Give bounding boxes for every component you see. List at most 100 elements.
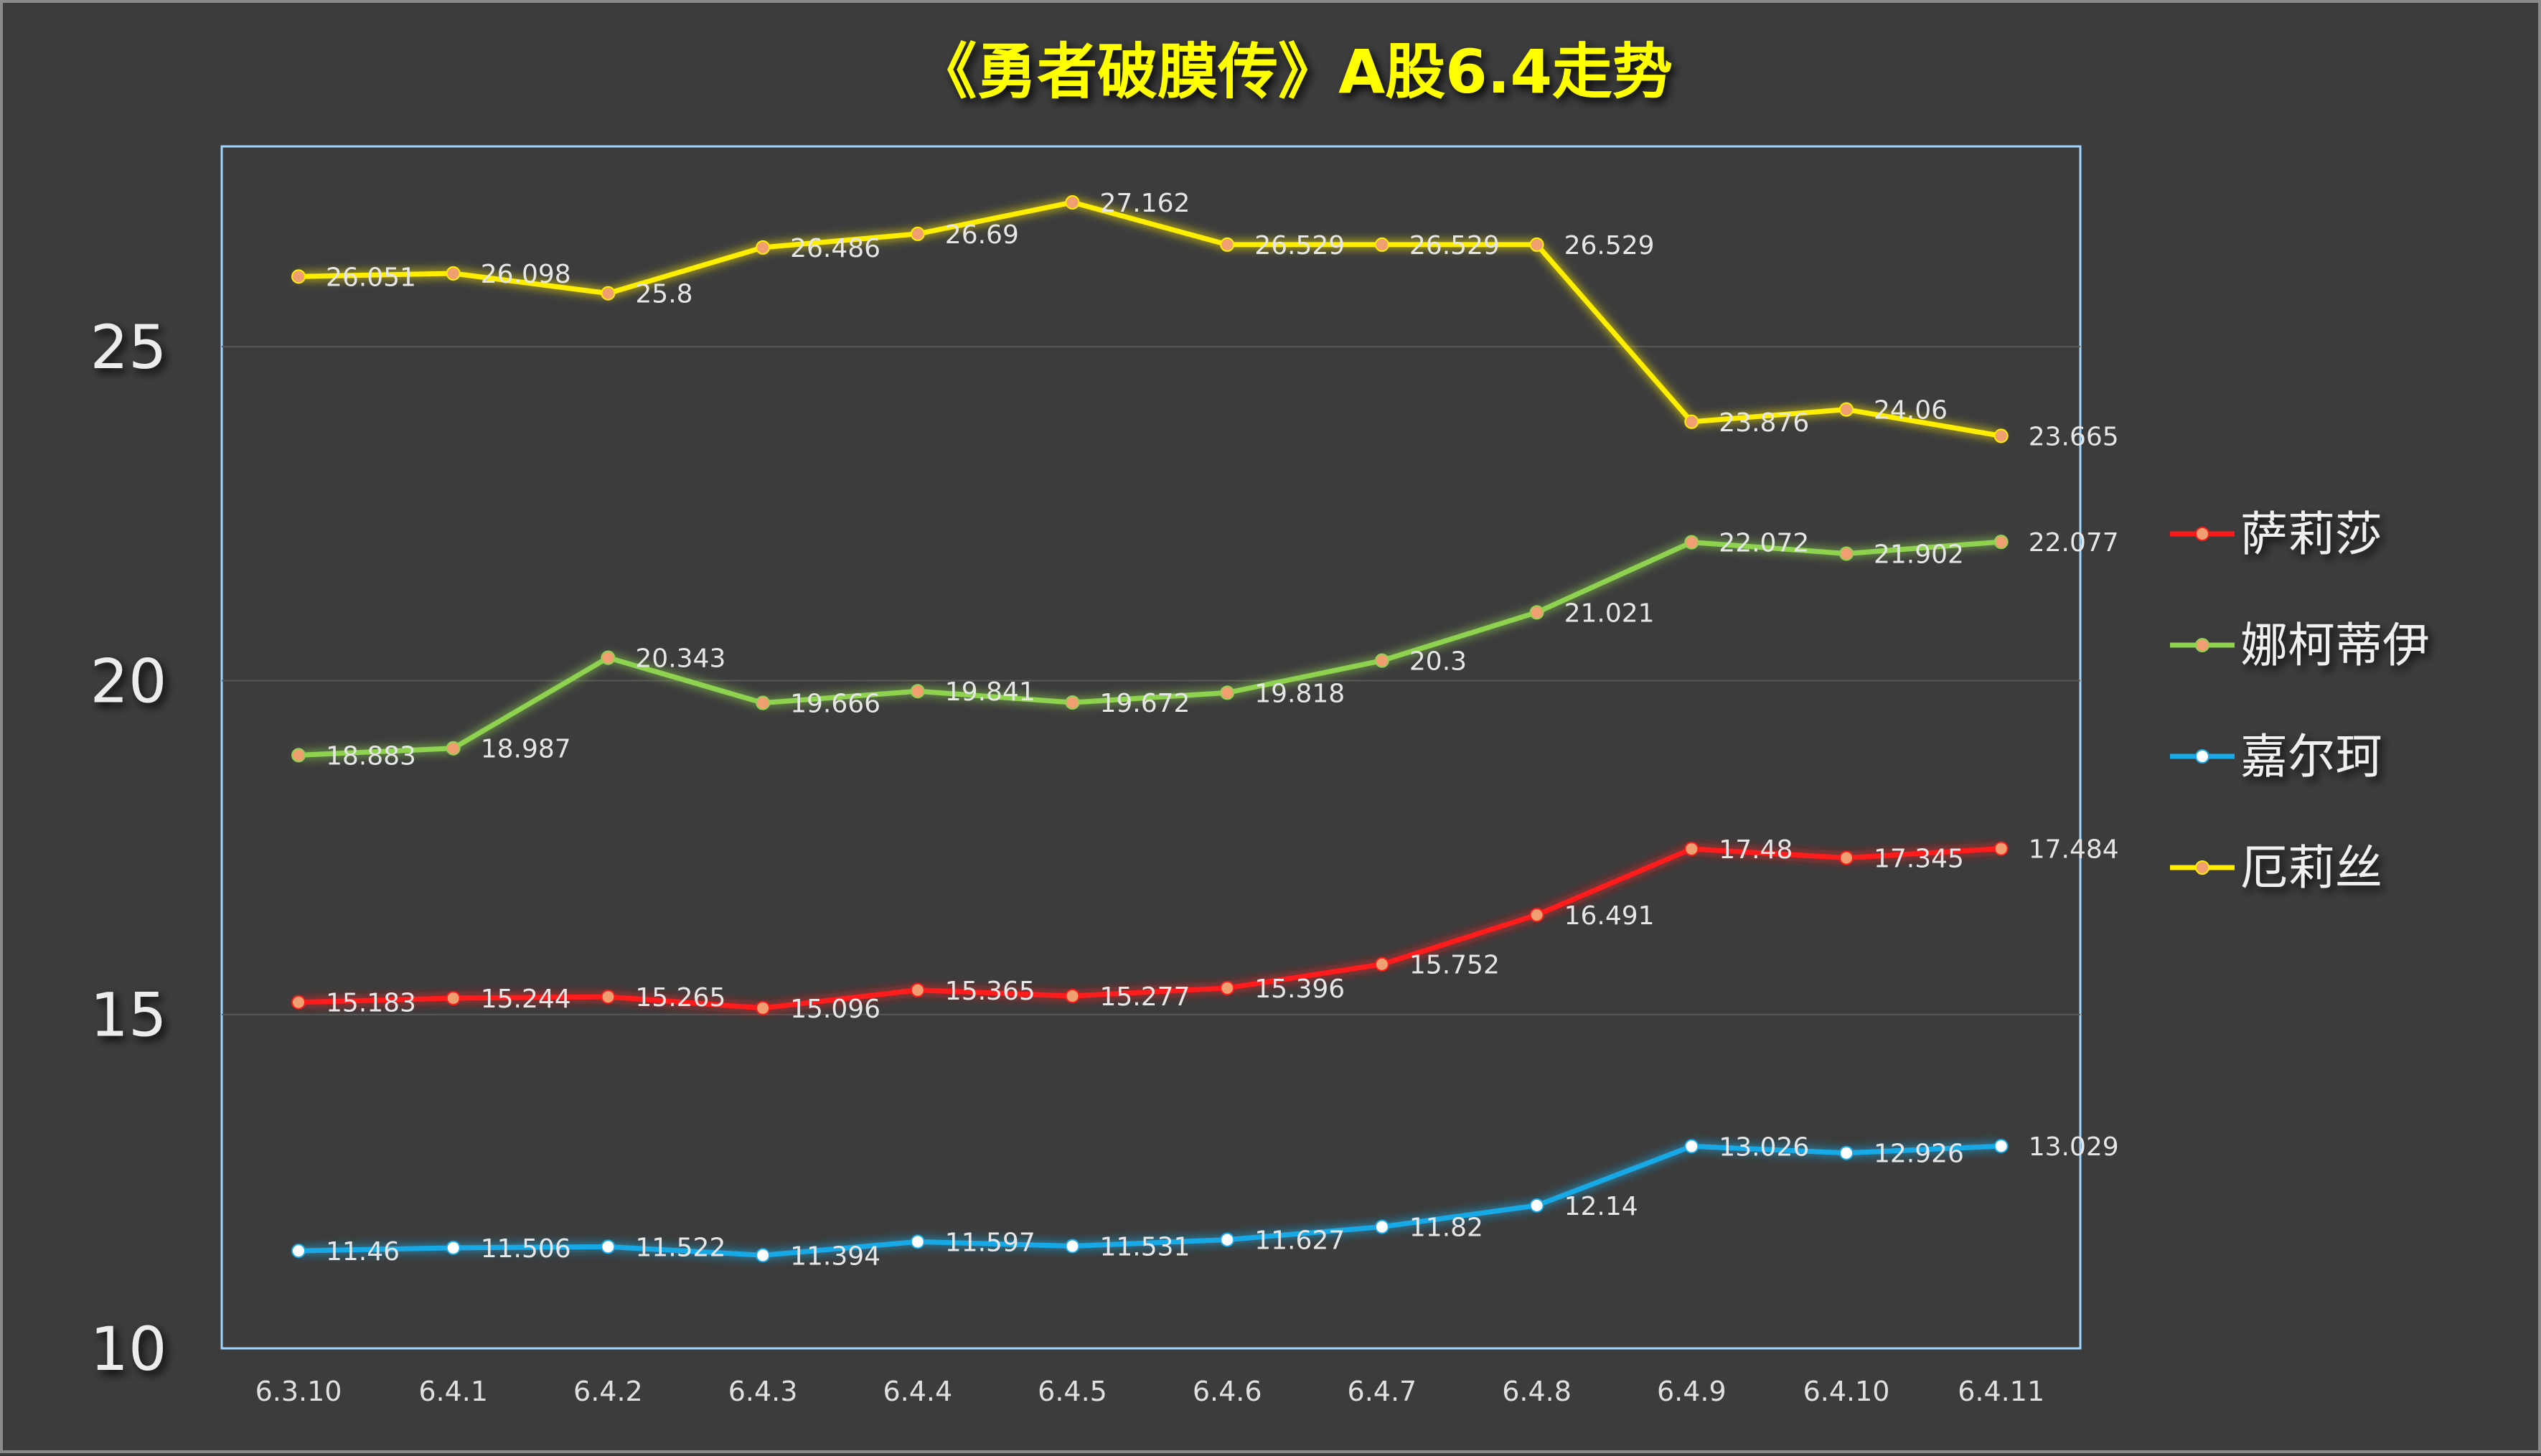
data-point[interactable] <box>1529 1198 1544 1213</box>
legend-item-3[interactable]: 厄莉丝 <box>2170 840 2382 896</box>
data-point[interactable] <box>446 991 461 1006</box>
data-point[interactable] <box>1220 980 1235 995</box>
data-point[interactable] <box>291 748 306 763</box>
data-point[interactable] <box>1529 237 1544 252</box>
data-point[interactable] <box>601 1239 616 1254</box>
data-label: 15.183 <box>326 989 416 1018</box>
x-tick-label: 6.4.1 <box>418 1376 488 1407</box>
data-point[interactable] <box>1839 850 1854 865</box>
data-point[interactable] <box>1684 535 1699 550</box>
y-axis-ticks: 10 15 20 25 <box>90 312 167 1384</box>
data-label: 17.345 <box>1874 845 1964 874</box>
data-point[interactable] <box>446 741 461 756</box>
plot-frame <box>220 145 2082 1350</box>
data-label: 15.244 <box>481 985 571 1014</box>
data-point[interactable] <box>1065 1239 1080 1254</box>
y-tick-label: 20 <box>90 646 167 716</box>
data-label: 20.3 <box>1409 647 1467 677</box>
data-label: 20.343 <box>635 644 725 674</box>
series-line <box>298 199 2002 438</box>
x-tick-label: 6.4.7 <box>1348 1376 1417 1407</box>
data-point[interactable] <box>446 266 461 281</box>
data-point[interactable] <box>291 1244 306 1259</box>
data-label: 12.926 <box>1874 1140 1964 1169</box>
data-label: 13.026 <box>1719 1132 1809 1162</box>
data-point[interactable] <box>1065 695 1080 710</box>
data-point[interactable] <box>1220 685 1235 700</box>
data-label: 27.162 <box>1100 189 1190 218</box>
data-point[interactable] <box>1839 546 1854 561</box>
data-point[interactable] <box>601 650 616 665</box>
data-point[interactable] <box>1993 841 2009 856</box>
data-point[interactable] <box>446 1240 461 1255</box>
data-point[interactable] <box>1684 841 1699 856</box>
data-point[interactable] <box>910 226 925 241</box>
series-line <box>298 846 2001 1011</box>
data-point[interactable] <box>1374 1219 1389 1234</box>
data-label: 26.529 <box>1254 231 1345 260</box>
data-label: 21.021 <box>1564 598 1655 628</box>
data-point[interactable] <box>1529 605 1544 620</box>
y-tick-label: 15 <box>90 980 167 1051</box>
data-point[interactable] <box>1684 1139 1699 1154</box>
data-label: 22.072 <box>1719 529 1809 558</box>
x-tick-label: 6.4.9 <box>1657 1376 1727 1407</box>
data-point[interactable] <box>1839 402 1854 417</box>
data-point[interactable] <box>1065 194 1080 210</box>
data-label: 11.627 <box>1254 1226 1345 1256</box>
data-point[interactable] <box>756 240 771 255</box>
data-point[interactable] <box>756 695 771 710</box>
data-point[interactable] <box>1529 907 1544 922</box>
data-point[interactable] <box>1684 414 1699 429</box>
data-label: 25.8 <box>635 280 692 309</box>
legend-item-0[interactable]: 萨莉莎 <box>2170 507 2382 562</box>
data-point[interactable] <box>1374 957 1389 972</box>
x-tick-label: 6.4.8 <box>1502 1376 1572 1407</box>
data-point[interactable] <box>291 269 306 284</box>
data-point[interactable] <box>910 982 925 997</box>
data-point[interactable] <box>1993 1139 2009 1154</box>
data-point[interactable] <box>1374 237 1389 252</box>
gridlines <box>222 346 2080 1015</box>
legend-marker <box>2195 527 2209 541</box>
legend-label: 娜柯蒂伊 <box>2240 618 2430 673</box>
data-label: 26.529 <box>1564 231 1655 260</box>
x-tick-label: 6.4.4 <box>883 1376 952 1407</box>
x-tick-label: 6.4.10 <box>1803 1376 1890 1407</box>
x-tick-label: 6.4.3 <box>728 1376 798 1407</box>
data-label: 15.365 <box>945 977 1035 1006</box>
data-point[interactable] <box>1839 1145 1854 1160</box>
data-point[interactable] <box>601 990 616 1005</box>
data-label: 19.818 <box>1254 679 1345 708</box>
series-3: 26.051 26.098 25.8 26.486 26.69 27.162 26.529 2… <box>291 189 2119 451</box>
x-axis-ticks: 6.3.10 6.4.1 6.4.2 6.4.3 6.4.4 6.4.5 6.4.6 6.4.… <box>255 1376 2045 1407</box>
legend-label: 萨莉莎 <box>2240 507 2382 562</box>
data-point[interactable] <box>756 1248 771 1263</box>
data-point[interactable] <box>1065 988 1080 1003</box>
data-point[interactable] <box>910 684 925 699</box>
data-label: 12.14 <box>1564 1192 1638 1221</box>
data-point[interactable] <box>1374 653 1389 668</box>
data-point[interactable] <box>1220 1232 1235 1247</box>
data-point[interactable] <box>910 1234 925 1249</box>
data-label: 19.666 <box>790 690 880 719</box>
data-point[interactable] <box>291 995 306 1010</box>
x-tick-label: 6.3.10 <box>255 1376 342 1407</box>
data-point[interactable] <box>1993 535 2009 550</box>
data-point[interactable] <box>1993 428 2009 443</box>
data-label: 15.277 <box>1100 982 1190 1012</box>
x-tick-label: 6.4.6 <box>1193 1376 1262 1407</box>
data-point[interactable] <box>756 1000 771 1015</box>
data-label: 11.531 <box>1100 1233 1190 1262</box>
chart-svg: 《勇者破膜传》A股6.4走势 10 15 20 25 6.3.10 6.4.1 6.4.2… <box>90 37 2430 1407</box>
legend-item-1[interactable]: 娜柯蒂伊 <box>2170 618 2430 673</box>
chart-title: 《勇者破膜传》A股6.4走势 <box>916 37 1673 107</box>
x-tick-label: 6.4.11 <box>1958 1376 2044 1407</box>
data-label: 19.672 <box>1100 689 1190 718</box>
legend-item-2[interactable]: 嘉尔珂 <box>2170 729 2382 784</box>
data-point[interactable] <box>601 286 616 301</box>
data-point[interactable] <box>1220 237 1235 252</box>
legend-marker <box>2195 860 2209 875</box>
